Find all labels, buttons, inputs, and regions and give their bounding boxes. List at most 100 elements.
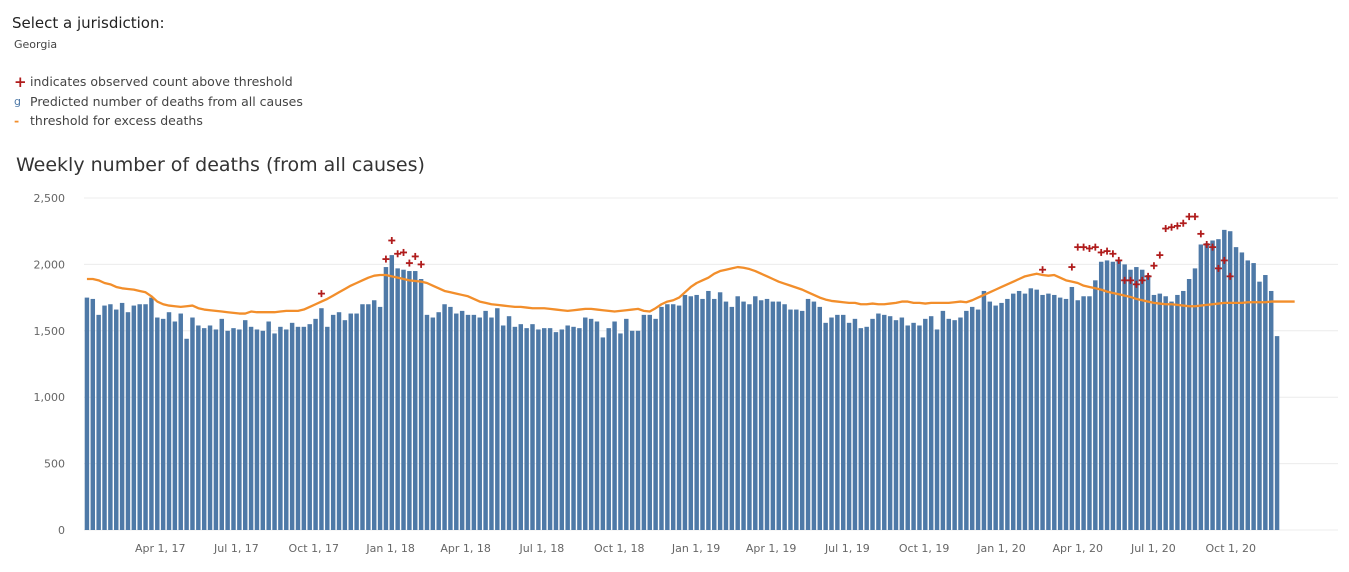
above-threshold-marker[interactable]: [1097, 248, 1105, 256]
above-threshold-marker[interactable]: [400, 248, 408, 256]
bar[interactable]: [383, 267, 389, 530]
bar[interactable]: [629, 330, 635, 530]
bar[interactable]: [1046, 293, 1051, 530]
bar[interactable]: [395, 268, 400, 530]
above-threshold-marker[interactable]: [1209, 243, 1217, 251]
above-threshold-marker[interactable]: [317, 290, 325, 298]
bar[interactable]: [882, 314, 887, 530]
bar[interactable]: [1040, 294, 1045, 530]
bar[interactable]: [571, 326, 576, 530]
bar[interactable]: [770, 301, 776, 530]
bar[interactable]: [647, 314, 652, 530]
bar[interactable]: [1210, 240, 1215, 530]
bar[interactable]: [213, 329, 219, 530]
bar[interactable]: [1222, 229, 1227, 530]
bar[interactable]: [524, 328, 529, 530]
bar[interactable]: [817, 306, 823, 530]
above-threshold-marker[interactable]: [1144, 272, 1152, 280]
bar[interactable]: [1104, 260, 1110, 530]
bar[interactable]: [641, 314, 647, 530]
bar[interactable]: [987, 301, 993, 530]
bar[interactable]: [1128, 269, 1133, 530]
bar[interactable]: [975, 309, 981, 530]
bar[interactable]: [565, 325, 570, 530]
bar[interactable]: [354, 313, 359, 530]
bar[interactable]: [119, 302, 125, 530]
bar[interactable]: [887, 316, 893, 530]
bar[interactable]: [207, 325, 213, 530]
bar[interactable]: [336, 312, 342, 530]
bar[interactable]: [1233, 247, 1239, 531]
bar[interactable]: [1122, 264, 1127, 530]
bar[interactable]: [430, 317, 436, 530]
bar[interactable]: [1216, 239, 1221, 530]
bar[interactable]: [1005, 298, 1010, 530]
above-threshold-marker[interactable]: [1085, 244, 1093, 252]
above-threshold-marker[interactable]: [1191, 213, 1199, 221]
above-threshold-marker[interactable]: [1220, 256, 1228, 264]
bar[interactable]: [166, 312, 172, 530]
above-threshold-marker[interactable]: [1173, 222, 1181, 230]
bar[interactable]: [799, 310, 805, 530]
above-threshold-marker[interactable]: [405, 259, 413, 267]
bar[interactable]: [1239, 252, 1245, 530]
bar[interactable]: [899, 317, 905, 530]
bar[interactable]: [688, 296, 694, 530]
bar[interactable]: [1257, 281, 1262, 530]
bar[interactable]: [1098, 261, 1104, 530]
above-threshold-marker[interactable]: [394, 250, 402, 258]
above-threshold-marker[interactable]: [1074, 243, 1082, 251]
legend-item-predicted[interactable]: g Predicted number of deaths from all ca…: [14, 92, 303, 112]
bar[interactable]: [624, 318, 629, 530]
bar[interactable]: [137, 304, 142, 530]
above-threshold-marker[interactable]: [1103, 247, 1111, 255]
bar[interactable]: [295, 326, 301, 530]
bar[interactable]: [952, 320, 957, 530]
bar[interactable]: [829, 317, 834, 530]
bar[interactable]: [114, 309, 119, 530]
bar[interactable]: [1075, 300, 1080, 530]
bar[interactable]: [583, 317, 588, 530]
bar[interactable]: [260, 330, 266, 530]
bar[interactable]: [1163, 296, 1168, 530]
bar[interactable]: [1110, 261, 1116, 530]
bar[interactable]: [706, 290, 711, 530]
above-threshold-marker[interactable]: [1156, 251, 1164, 259]
bar[interactable]: [747, 304, 752, 530]
bar[interactable]: [993, 305, 998, 530]
bar[interactable]: [1268, 290, 1274, 530]
bar[interactable]: [876, 313, 881, 530]
bar[interactable]: [184, 338, 189, 530]
above-threshold-marker[interactable]: [1068, 263, 1076, 271]
bar[interactable]: [242, 320, 248, 530]
bar[interactable]: [588, 318, 594, 530]
bar[interactable]: [735, 296, 740, 530]
bar[interactable]: [442, 304, 447, 530]
bar[interactable]: [407, 271, 412, 530]
bar[interactable]: [612, 321, 617, 530]
bar[interactable]: [577, 328, 582, 530]
above-threshold-marker[interactable]: [417, 260, 425, 268]
bar[interactable]: [471, 314, 477, 530]
bar[interactable]: [1011, 293, 1016, 530]
bar[interactable]: [1192, 268, 1198, 530]
bar[interactable]: [266, 321, 271, 530]
bar[interactable]: [670, 304, 676, 530]
bar[interactable]: [108, 304, 113, 530]
bar[interactable]: [928, 316, 934, 530]
bar[interactable]: [606, 328, 611, 530]
bar[interactable]: [811, 301, 817, 530]
above-threshold-marker[interactable]: [1127, 276, 1134, 284]
bar[interactable]: [436, 312, 441, 530]
jurisdiction-dropdown[interactable]: Georgia: [14, 38, 58, 51]
bar[interactable]: [313, 318, 318, 530]
bar[interactable]: [676, 305, 682, 530]
bar[interactable]: [1227, 231, 1233, 530]
bar[interactable]: [541, 328, 547, 530]
bar[interactable]: [401, 269, 406, 530]
bar[interactable]: [500, 325, 506, 530]
bar[interactable]: [823, 322, 828, 530]
bar[interactable]: [348, 313, 353, 530]
bar[interactable]: [729, 306, 735, 530]
bar[interactable]: [325, 326, 330, 530]
